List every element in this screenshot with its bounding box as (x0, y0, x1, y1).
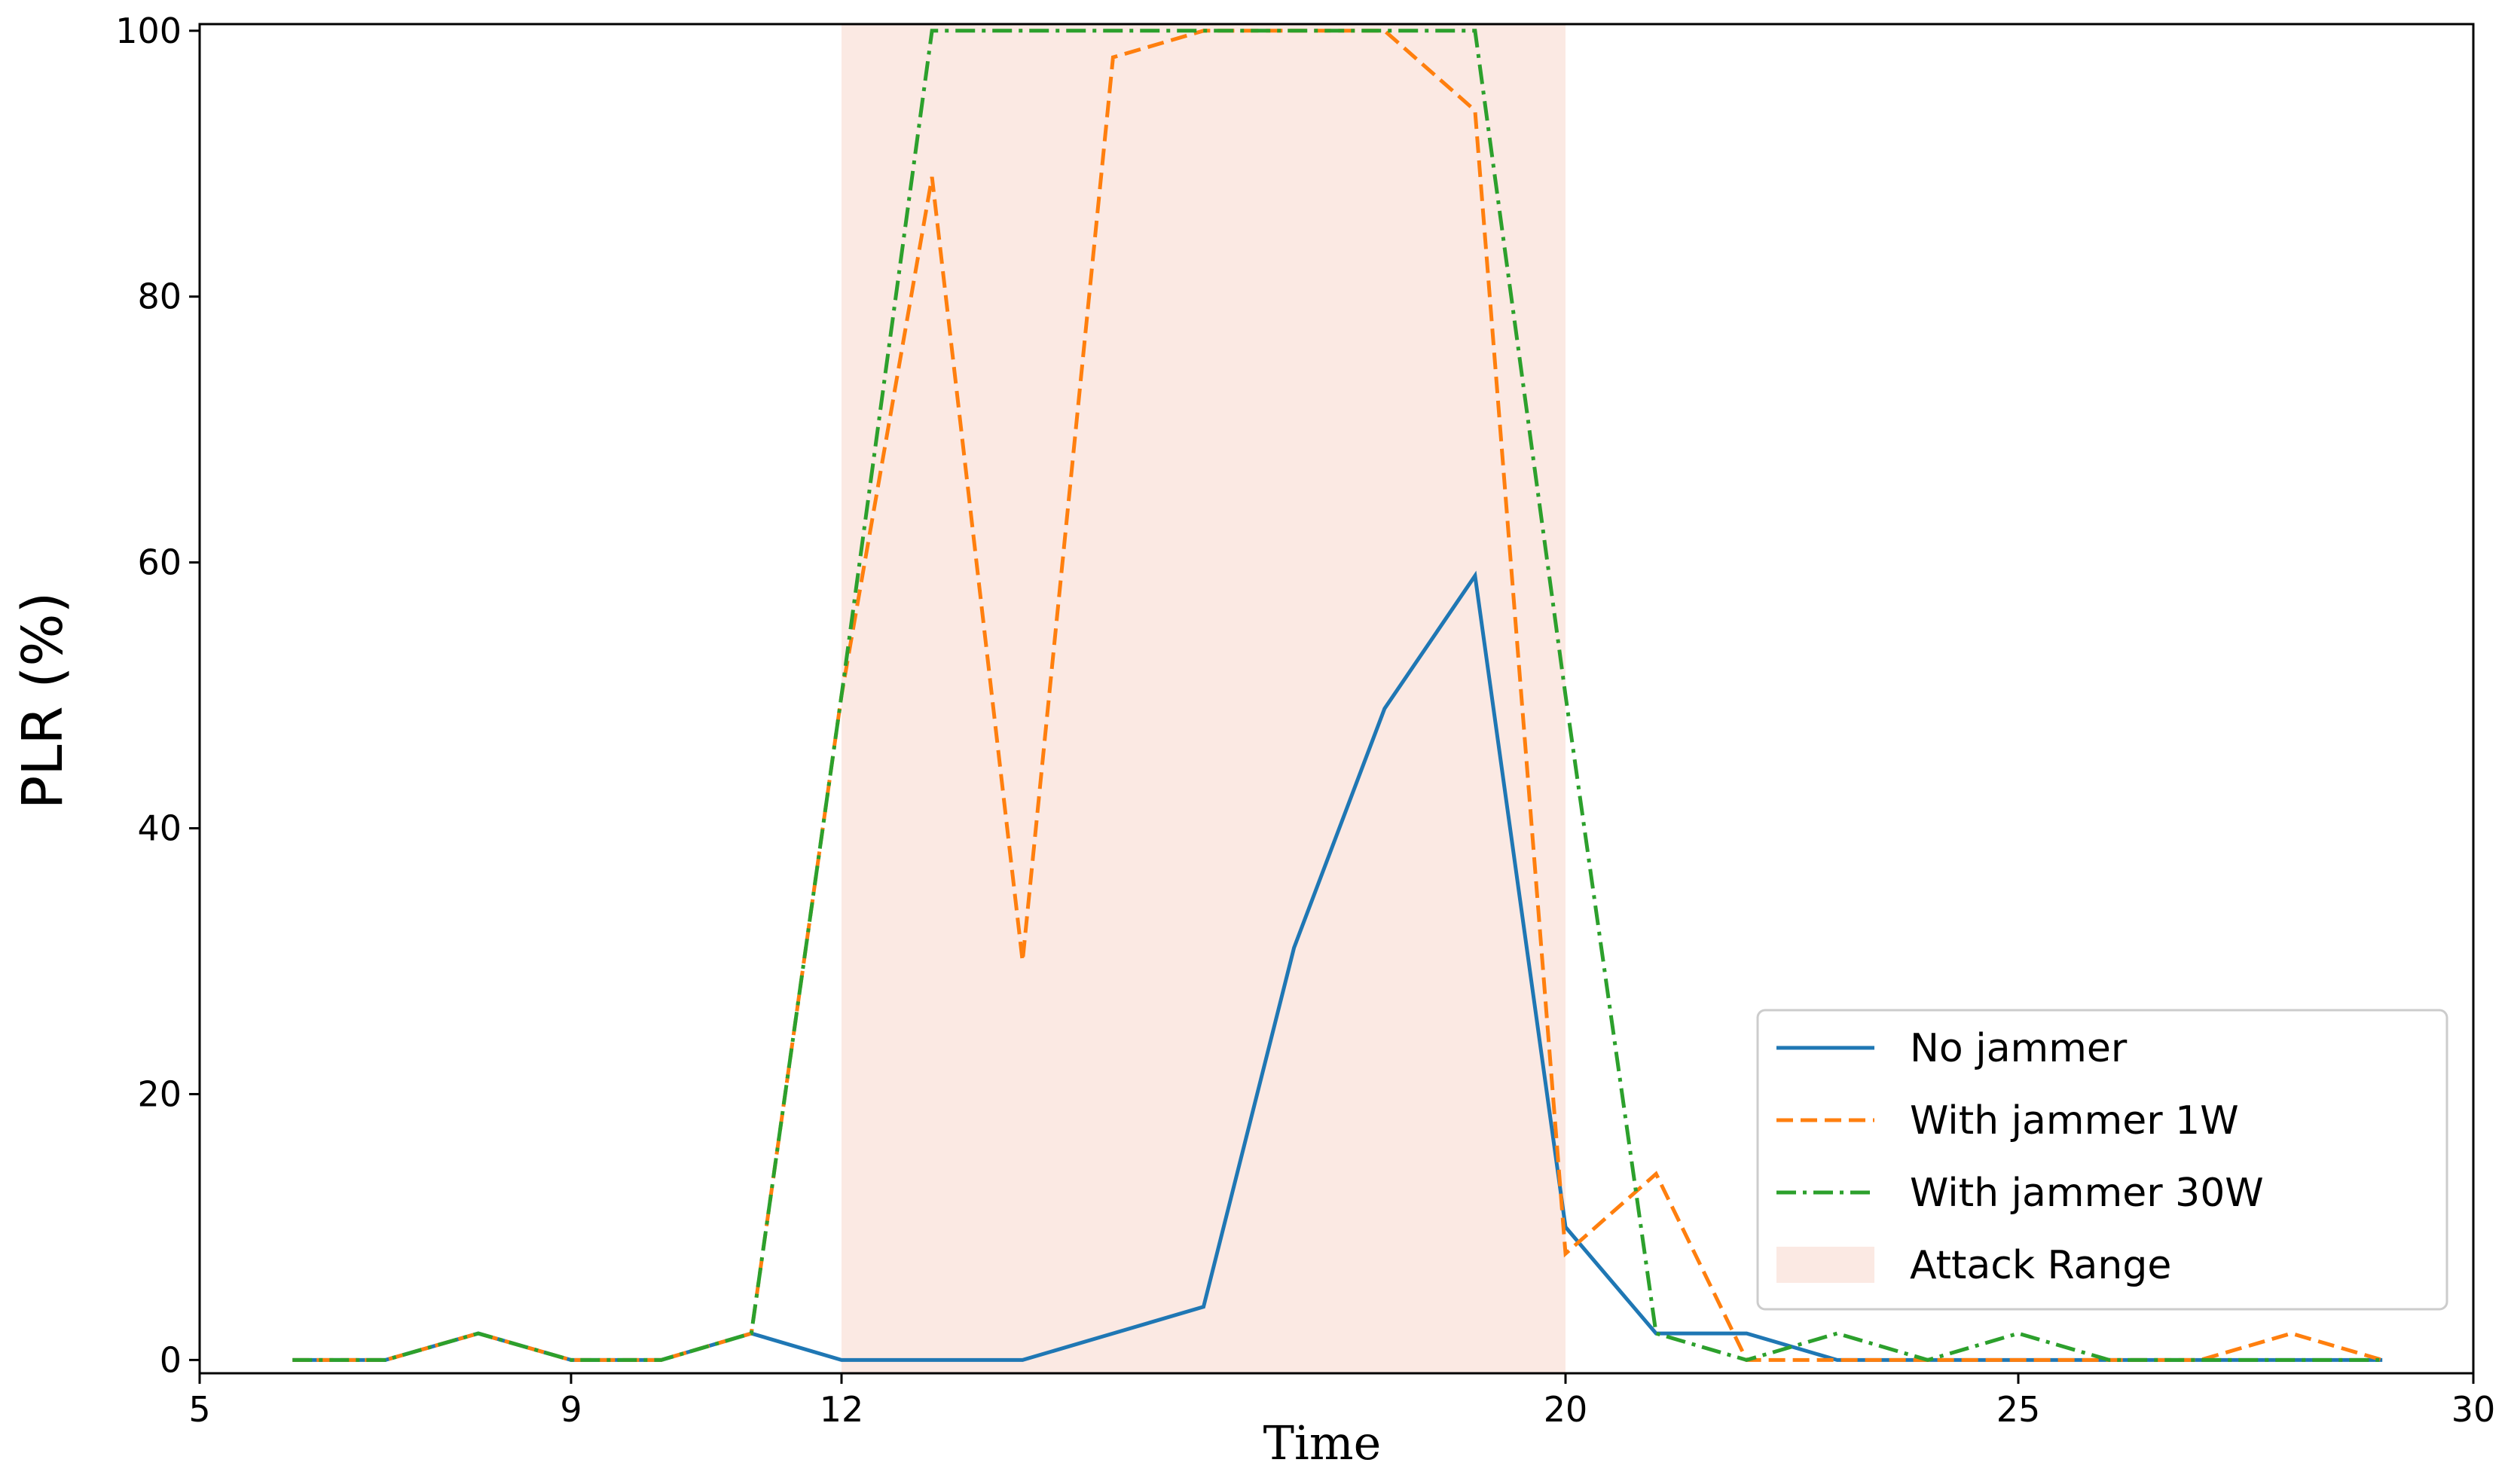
x-tick-label: 25 (1996, 1389, 2041, 1430)
y-tick-label: 100 (115, 11, 182, 51)
x-tick-label: 12 (820, 1389, 864, 1430)
y-tick-label: 80 (137, 276, 182, 317)
legend-box (1756, 1009, 2448, 1311)
x-axis-label: Time (1263, 1415, 1382, 1470)
legend-label: Attack Range (1910, 1243, 2171, 1288)
attack-range-band (842, 24, 1566, 1373)
x-tick-label: 5 (188, 1389, 210, 1430)
y-tick-label: 60 (137, 542, 182, 583)
legend-label: No jammer (1910, 1026, 2128, 1071)
x-tick-label: 9 (560, 1389, 582, 1430)
axes: 5 9 12 20 25 30 0 20 40 60 80 100 Time PLR (%) (11, 11, 2495, 1470)
y-tick-label: 0 (160, 1339, 182, 1380)
x-tick-label: 20 (1544, 1389, 1588, 1430)
y-tick-label: 20 (137, 1073, 182, 1114)
series-line-3 (292, 29, 2383, 1363)
y-tick-label: 40 (137, 808, 182, 849)
x-tick-label: 30 (2451, 1389, 2496, 1430)
legend-label: With jammer 30W (1910, 1171, 2264, 1216)
plot-area (292, 24, 2383, 1373)
axes-frame (198, 23, 2475, 1375)
legend-swatch-attack-range (1776, 1247, 1874, 1283)
legend-label: With jammer 1W (1910, 1098, 2239, 1144)
y-axis-label: PLR (%) (11, 592, 75, 810)
legend: No jammer With jammer 1W With jammer 30W At… (1756, 1009, 2448, 1311)
